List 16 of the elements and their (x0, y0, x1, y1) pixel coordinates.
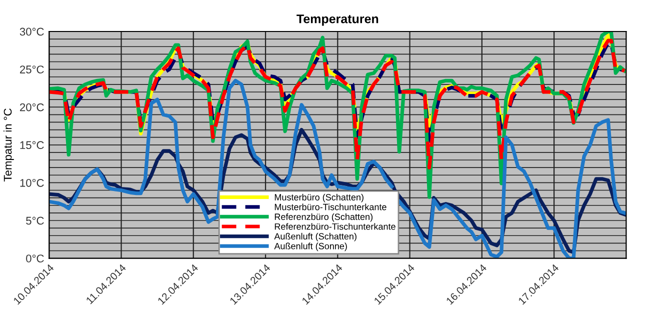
legend-label: Referenzbüro-Tischunterkante (274, 223, 396, 230)
legend-label: Referenzbüro (Schatten) (274, 213, 372, 222)
y-tick-label: 5°C (26, 216, 44, 225)
legend-label: Musterbüro (Schatten) (274, 194, 364, 202)
y-tick-label: 10°C (20, 178, 44, 187)
y-tick-label: 25°C (20, 66, 44, 74)
legend-label: Außenluft (Schatten) (274, 232, 356, 242)
y-tick-label: 30°C (20, 28, 44, 36)
chart-title: Temperaturen (296, 14, 378, 26)
y-axis-title: Tempatur in °C (4, 108, 14, 182)
y-tick-label: 0°C (26, 254, 44, 262)
line-series (49, 38, 626, 170)
y-tick-label: 20°C (20, 103, 44, 112)
y-tick-label: 15°C (20, 141, 44, 150)
legend-label: Außenluft (Sonne) (274, 242, 347, 252)
legend-label: Musterbüro-Tischunterkante (274, 204, 386, 210)
